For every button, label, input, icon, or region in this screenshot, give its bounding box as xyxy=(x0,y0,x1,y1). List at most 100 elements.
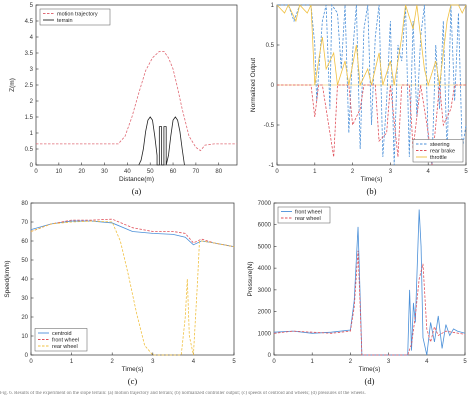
x-tick-label: 60 xyxy=(170,169,177,175)
x-tick-label: 4 xyxy=(425,359,429,365)
x-tick-label: 10 xyxy=(55,169,62,175)
y-tick-label: -0.5 xyxy=(264,123,275,129)
y-tick-label: 4000 xyxy=(258,266,272,272)
y-tick-label: 0 xyxy=(25,353,29,359)
y-axis-label: Z(m) xyxy=(9,78,16,92)
panel-label: (c) xyxy=(128,376,138,386)
panel-label: (d) xyxy=(365,376,375,386)
y-tick-label: 0.5 xyxy=(266,43,275,49)
series-line-a-0 xyxy=(36,51,237,152)
legend-box xyxy=(277,206,331,224)
y-tick-label: 80 xyxy=(21,201,28,207)
x-tick-label: 3 xyxy=(387,359,391,365)
figure-caption: Fig. 6. Results of the experiment on the… xyxy=(0,391,366,396)
y-tick-label: 7000 xyxy=(258,201,272,207)
y-tick-label: 3 xyxy=(30,67,34,73)
x-tick-label: 20 xyxy=(78,169,85,175)
chart-a: 0 10 20 30 40 50 60 70 80 0 0.5 1 1.5 2 2.5 3 3.5 4 4.5 5 Di… xyxy=(9,3,238,196)
y-tick-label: 3.5 xyxy=(25,51,34,57)
y-axis-label: Pressure(N) xyxy=(247,261,254,296)
x-tick-label: 4 xyxy=(427,169,431,175)
x-tick-label: 50 xyxy=(147,169,154,175)
x-axis-label: Time(s) xyxy=(122,366,144,373)
series-line-c-2 xyxy=(30,220,235,356)
y-tick-label: 1.5 xyxy=(25,115,34,121)
y-axis-label: Normalized Output xyxy=(250,58,257,112)
x-axis-label: Time(s) xyxy=(359,366,381,373)
y-tick-label: 4.5 xyxy=(25,19,34,25)
chart-b: 0 1 2 3 4 5 -1 -0.5 0 0.5 1 Time(s) Normalized Outpu… xyxy=(250,3,468,196)
x-tick-label: 5 xyxy=(463,359,467,365)
x-tick-label: 70 xyxy=(193,169,200,175)
x-tick-label: 0 xyxy=(29,359,33,365)
legend-entry: rear wheel xyxy=(295,216,321,222)
legend-entry: rear brake xyxy=(430,149,455,155)
y-tick-label: 10 xyxy=(21,334,28,340)
series-line-b-0 xyxy=(277,3,467,166)
legend-box xyxy=(34,328,88,352)
x-tick-label: 40 xyxy=(124,169,131,175)
x-tick-label: 3 xyxy=(151,359,155,365)
y-tick-label: 4 xyxy=(30,35,34,41)
x-tick-label: 0 xyxy=(275,169,279,175)
x-tick-label: 2 xyxy=(351,169,355,175)
x-tick-label: 30 xyxy=(101,169,108,175)
x-tick-label: 4 xyxy=(192,359,196,365)
x-tick-label: 80 xyxy=(215,169,222,175)
x-axis-label: Time(s) xyxy=(361,176,383,183)
y-tick-label: 2.5 xyxy=(25,83,34,89)
y-tick-label: 0 xyxy=(30,163,34,169)
legend-entry: throttle xyxy=(430,155,447,161)
x-tick-label: 5 xyxy=(464,169,468,175)
y-tick-label: 3000 xyxy=(258,288,272,294)
chart-c: 0 1 2 3 4 501020304050607080Time(s)Speed(km/h… xyxy=(4,201,236,386)
x-tick-label: 2 xyxy=(349,359,353,365)
legend-box xyxy=(412,139,464,163)
x-tick-label: 0 xyxy=(34,169,38,175)
y-tick-label: 1 xyxy=(30,131,34,137)
y-tick-label: 0 xyxy=(271,83,275,89)
panel-label: (a) xyxy=(132,186,142,196)
legend-entry: front wheel xyxy=(295,210,322,216)
y-tick-label: 30 xyxy=(21,296,28,302)
chart-d: 0 1 2 3 4 5 0 1000 2000 3000 4000 5000 6000 7000 Time(… xyxy=(247,201,467,386)
y-tick-label: 2 xyxy=(30,99,34,105)
legend-box xyxy=(39,8,111,26)
y-tick-label: 5 xyxy=(30,3,34,9)
y-tick-label: 70 xyxy=(21,220,28,226)
y-tick-label: 40 xyxy=(21,277,28,283)
y-tick-label: -1 xyxy=(269,163,275,169)
y-tick-label: 5000 xyxy=(258,244,272,250)
legend-entry: steering xyxy=(430,142,450,148)
legend-entry: front wheel xyxy=(52,338,79,344)
x-tick-label: 2 xyxy=(111,359,115,365)
legend-entry: terrain xyxy=(57,18,73,24)
x-tick-label: 1 xyxy=(70,359,74,365)
plot-area-a xyxy=(35,4,238,166)
y-tick-label: 6000 xyxy=(258,223,272,229)
y-tick-label: 1000 xyxy=(258,331,272,337)
y-tick-label: 0 xyxy=(268,353,272,359)
plot-area-d xyxy=(273,202,466,356)
y-tick-label: 50 xyxy=(21,258,28,264)
x-tick-label: 1 xyxy=(311,359,315,365)
y-axis-label: Speed(km/h) xyxy=(4,260,11,297)
y-tick-label: 2000 xyxy=(258,310,272,316)
legend-entry: motion trajectory xyxy=(57,12,98,18)
x-tick-label: 1 xyxy=(313,169,317,175)
legend-entry: rear wheel xyxy=(52,344,78,350)
series-line-b-2 xyxy=(276,4,467,87)
panel-label: (b) xyxy=(367,186,377,196)
y-tick-label: 60 xyxy=(21,239,28,245)
series-line-c-1 xyxy=(30,218,235,248)
x-tick-label: 3 xyxy=(389,169,393,175)
legend-entry: centroid xyxy=(52,331,72,337)
x-tick-label: 0 xyxy=(272,359,276,365)
x-tick-label: 5 xyxy=(232,359,236,365)
y-tick-label: 0.5 xyxy=(25,147,34,153)
